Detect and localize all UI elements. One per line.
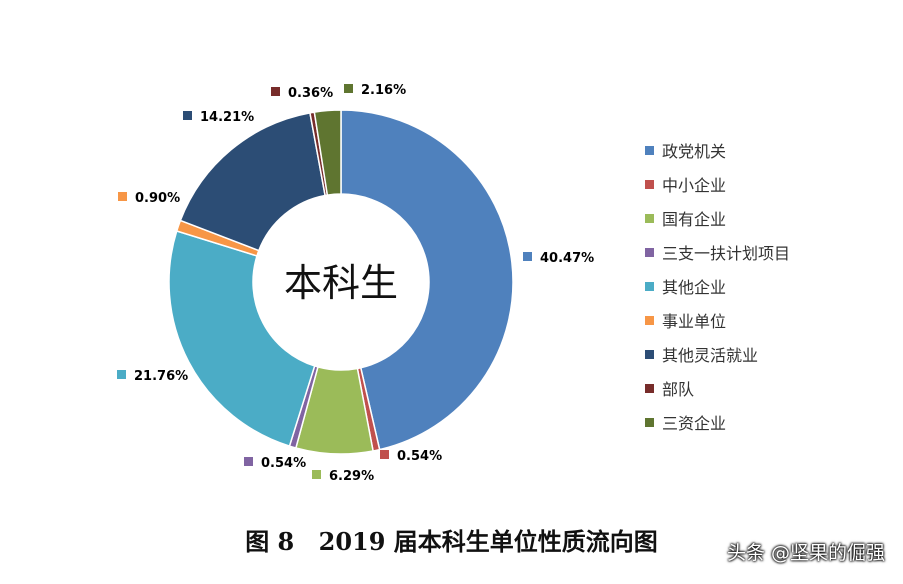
legend-swatch — [645, 383, 654, 393]
data-label-5: 21.76% — [134, 369, 188, 384]
chart-legend: 政党机关中小企业国有企业三支一扶计划项目 其他企业事业单位其他灵活就业 部队三资企业 — [645, 133, 790, 439]
data-label-marker-5 — [117, 370, 126, 379]
donut-hole — [253, 194, 429, 370]
legend-label: 部队 — [662, 380, 695, 399]
legend-label: 政党机关 — [662, 142, 727, 161]
legend-item: 其他企业 — [645, 269, 790, 303]
legend-item: 政党机关 — [645, 133, 790, 167]
data-label-8: 0.36% — [288, 86, 333, 101]
legend-swatch — [645, 315, 654, 325]
legend-swatch — [645, 349, 654, 359]
data-label-marker-8 — [271, 87, 280, 96]
data-label-marker-9 — [344, 84, 353, 93]
data-label-marker-6 — [118, 192, 127, 201]
data-label-marker-3 — [312, 470, 321, 479]
figure-title: 2019 届本科生单位性质流向图 — [318, 527, 658, 556]
watermark: 头条 @坚果的倔强 — [726, 542, 885, 564]
legend-label: 其他企业 — [662, 278, 727, 297]
data-label-marker-4 — [244, 457, 253, 466]
legend-swatch — [645, 247, 654, 257]
data-label-9: 2.16% — [361, 83, 406, 98]
legend-item: 三支一扶计划项目 — [645, 235, 790, 269]
legend-label: 三支一扶计划项目 — [662, 244, 791, 263]
legend-label: 其他灵活就业 — [662, 346, 759, 365]
donut-chart: 本科生 40.47% 0.54% 6.29% 0.54% 21.76% 0.90% 14.2… — [117, 83, 594, 484]
legend-item: 其他灵活就业 — [645, 337, 790, 371]
data-label-7: 14.21% — [200, 110, 254, 125]
data-label-marker-2 — [380, 450, 389, 459]
data-label-1: 40.47% — [540, 251, 594, 266]
legend-label: 事业单位 — [662, 312, 727, 331]
legend-item: 国有企业 — [645, 201, 790, 235]
data-label-6: 0.90% — [135, 191, 180, 206]
figure-caption: 图 8 2019 届本科生单位性质流向图 — [0, 522, 903, 557]
legend-label: 三资企业 — [662, 414, 727, 433]
legend-swatch — [645, 417, 654, 427]
legend-item: 部队 — [645, 371, 790, 405]
legend-swatch — [645, 179, 654, 189]
data-label-2: 0.54% — [397, 449, 442, 464]
data-label-3: 6.29% — [329, 469, 374, 484]
data-label-marker-1 — [523, 252, 532, 261]
legend-item: 事业单位 — [645, 303, 790, 337]
center-label: 本科生 — [284, 261, 398, 305]
legend-item: 中小企业 — [645, 167, 790, 201]
legend-swatch — [645, 281, 654, 291]
data-labels: 40.47% 0.54% 6.29% 0.54% 21.76% 0.90% 14.21% 0.… — [117, 83, 594, 484]
legend-label: 中小企业 — [662, 176, 727, 195]
figure-number: 图 8 — [245, 527, 295, 556]
legend-item: 三资企业 — [645, 405, 790, 439]
legend-label: 国有企业 — [662, 210, 727, 229]
data-label-marker-7 — [183, 111, 192, 120]
donut-slices — [168, 109, 514, 455]
data-label-4: 0.54% — [261, 456, 306, 471]
legend-swatch — [645, 213, 654, 223]
legend-swatch — [645, 145, 654, 155]
